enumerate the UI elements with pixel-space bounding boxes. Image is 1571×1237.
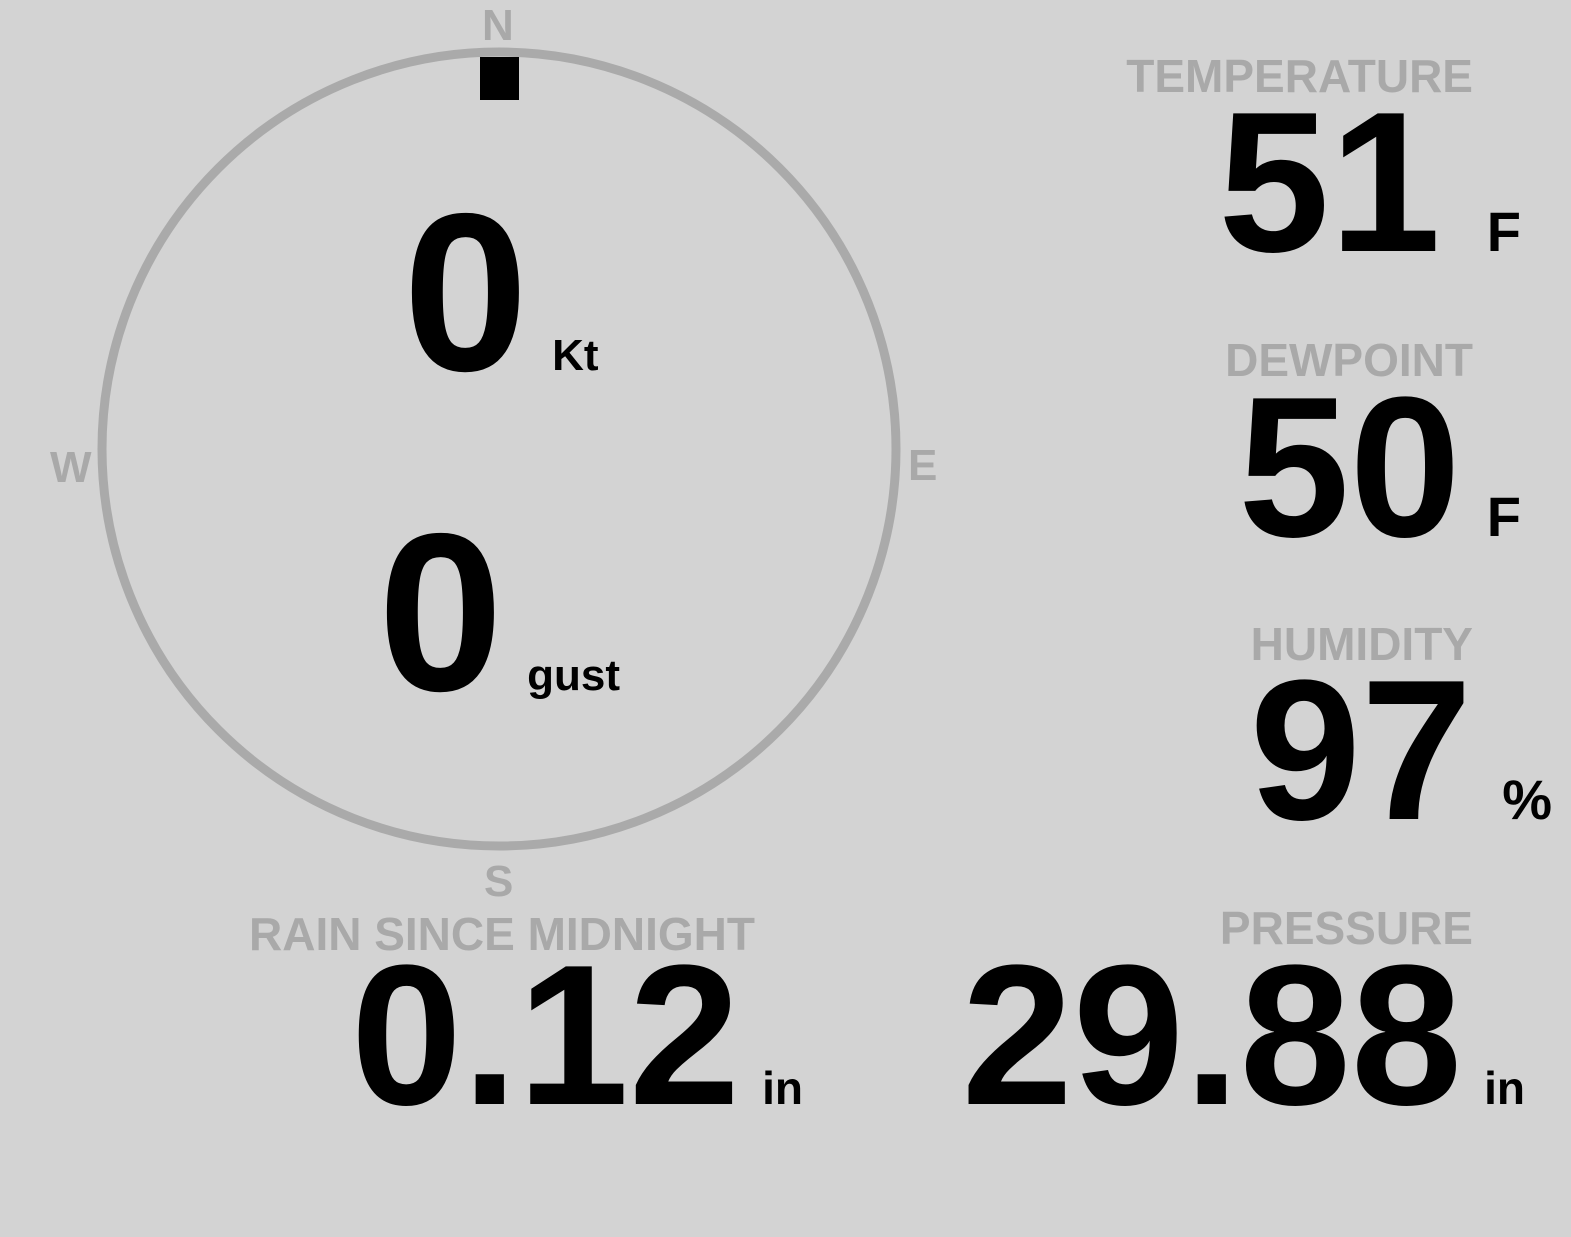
humidity-label: HUMIDITY [1250,618,1473,670]
compass-south-label: S [484,857,514,906]
wind-direction-marker [480,57,519,100]
wind-gust-unit: gust [527,651,621,700]
pressure-reading: 29.88 in [962,936,1525,1136]
humidity-value: 97 [1249,639,1473,862]
wind-gust: 0 gust [378,500,620,725]
humidity-reading: 97 % [1250,651,1552,851]
wind-speed: 0 Kt [403,180,599,405]
rain-reading: 0.12 in [351,936,803,1136]
wind-speed-value: 0 [403,166,529,418]
wind-gust-value: 0 [378,486,504,738]
temperature-value: 51 [1218,71,1441,294]
compass-north-label: N [482,1,514,50]
temperature-reading: 51 F [1218,83,1521,283]
compass-east-label: E [908,441,938,490]
pressure-unit: in [1484,1062,1525,1114]
wind-speed-unit: Kt [552,331,599,380]
temperature-unit: F [1486,200,1521,263]
dewpoint-unit: F [1486,485,1521,548]
humidity-unit: % [1502,768,1552,831]
temperature-label: TEMPERATURE [1126,50,1473,102]
rain-unit: in [762,1062,803,1114]
pressure-label: PRESSURE [1219,902,1473,954]
dewpoint-reading: 50 F [1238,368,1521,568]
dewpoint-value: 50 [1238,356,1461,579]
compass-west-label: W [50,443,92,492]
pressure-value: 29.88 [961,924,1463,1147]
rain-label: RAIN SINCE MIDNIGHT [249,908,755,960]
rain-value: 0.12 [350,924,741,1147]
compass-ring [97,47,901,851]
dewpoint-label: DEWPOINT [1225,334,1473,386]
